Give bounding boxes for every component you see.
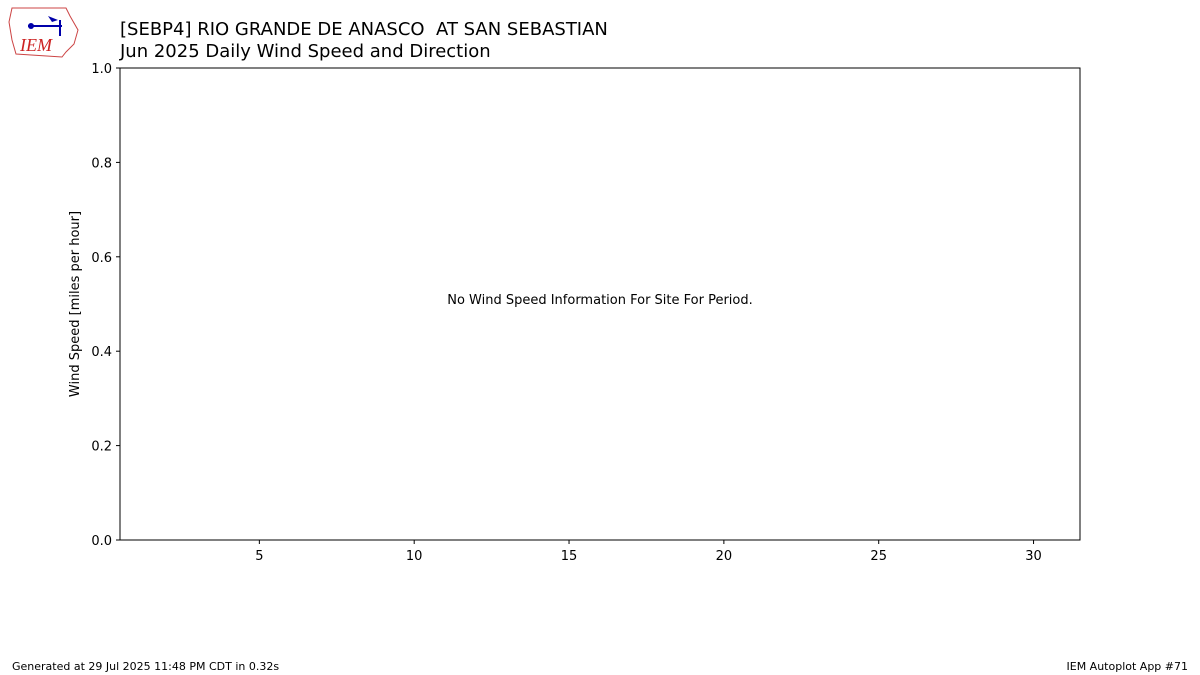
y-axis-label: Wind Speed [miles per hour] [68,211,83,397]
x-tick-label: 20 [716,549,733,564]
chart-title: [SEBP4] RIO GRANDE DE ANASCO AT SAN SEBA… [120,19,608,40]
x-tick-label: 5 [255,549,263,564]
annotation: No Wind Speed Information For Site For P… [447,293,753,308]
logo-text: IEM [19,35,53,55]
y-tick-label: 0.8 [91,156,112,171]
x-tick-label: 25 [870,549,887,564]
x-tick-label: 30 [1025,549,1042,564]
y-tick-label: 0.6 [91,251,112,266]
x-tick-label: 10 [406,549,423,564]
y-tick-label: 0.2 [91,440,112,455]
y-tick-label: 0.0 [91,534,112,549]
y-tick-label: 0.4 [91,345,112,360]
logo: IEM [8,7,79,58]
plot-frame [119,67,1081,541]
chart-subtitle: Jun 2025 Daily Wind Speed and Direction [119,41,491,62]
x-tick-label: 15 [561,549,578,564]
footer-left: Generated at 29 Jul 2025 11:48 PM CDT in… [12,660,279,673]
y-tick-label: 1.0 [91,62,112,77]
footer-right: IEM Autoplot App #71 [1067,660,1189,673]
